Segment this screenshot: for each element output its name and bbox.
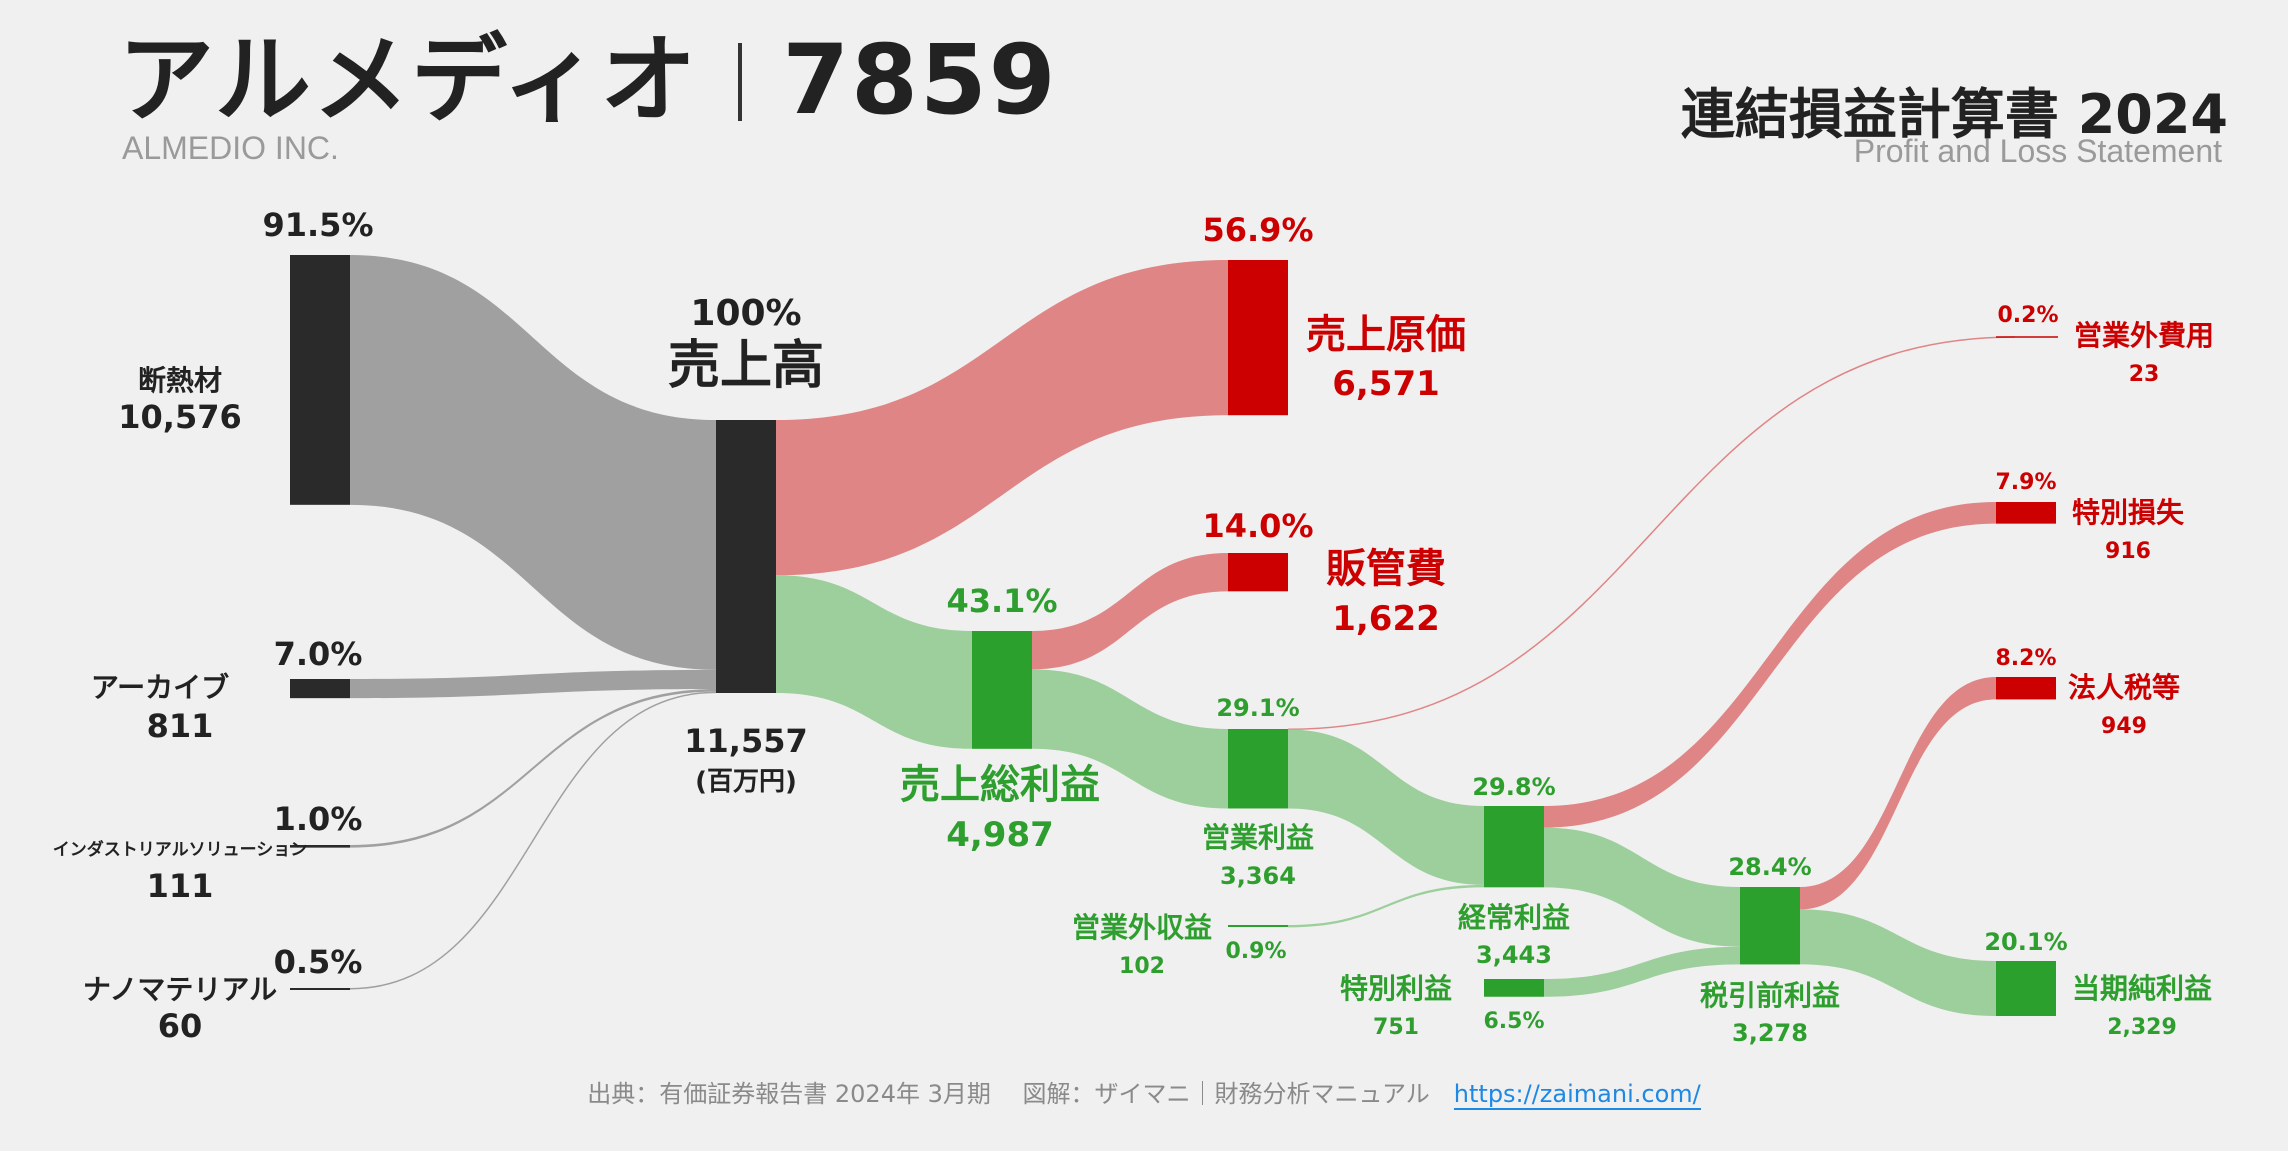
extraordinary-loss-value: 916 bbox=[2105, 539, 2151, 564]
segment-flow-3 bbox=[350, 688, 716, 848]
company-name: アルメディオ bbox=[118, 24, 699, 136]
source-note: 出典：有価証券報告書 2024年 3月期 図解：ザイマニ｜財務分析マニュアル bbox=[587, 1080, 1430, 1108]
extraordinary-income-node bbox=[1484, 979, 1544, 997]
non-operating-expense-label: 営業外費用 bbox=[2074, 319, 2214, 352]
pretax-profit-value: 3,278 bbox=[1732, 1019, 1808, 1047]
net-profit-flow bbox=[1800, 909, 1996, 1017]
revenue-label: 売上高 bbox=[668, 336, 824, 396]
revenue-node bbox=[716, 420, 776, 693]
segment-pct-2: 7.0% bbox=[274, 635, 363, 673]
company-name-en: ALMEDIO INC. bbox=[122, 130, 339, 166]
operating-profit-flow bbox=[1032, 669, 1228, 809]
extraordinary-income-pct: 6.5% bbox=[1483, 1009, 1544, 1034]
segment-pct-4: 0.5% bbox=[274, 943, 363, 981]
segment-node-2 bbox=[290, 679, 350, 699]
non-operating-expense-value: 23 bbox=[2129, 362, 2160, 387]
title-separator bbox=[738, 43, 743, 121]
pretax-profit-node bbox=[1740, 887, 1800, 965]
ordinary-profit-node bbox=[1484, 806, 1544, 888]
operating-profit-value: 3,364 bbox=[1220, 862, 1296, 890]
cost-of-sales-node bbox=[1228, 260, 1288, 416]
segment-value-4: 60 bbox=[158, 1007, 203, 1045]
net-profit-label: 当期純利益 bbox=[2072, 972, 2212, 1005]
sga-node bbox=[1228, 553, 1288, 592]
statement-subtitle: Profit and Loss Statement bbox=[1853, 133, 2222, 169]
extraordinary-loss-label: 特別損失 bbox=[2072, 496, 2185, 529]
gross-profit-value: 4,987 bbox=[946, 815, 1054, 855]
extraordinary-income-label: 特別利益 bbox=[1340, 972, 1452, 1005]
non-operating-income-pct: 0.9% bbox=[1225, 939, 1286, 964]
segment-node-1 bbox=[290, 255, 350, 505]
ordinary-to-pretax-flow bbox=[1544, 827, 1740, 947]
operating-profit-pct: 29.1% bbox=[1216, 694, 1299, 722]
segment-label-1: 断熱材 bbox=[138, 364, 222, 397]
segment-label-3: インダストリアルソリューション bbox=[53, 839, 308, 860]
net-profit-node bbox=[1996, 961, 2056, 1017]
sga-pct: 14.0% bbox=[1202, 507, 1313, 545]
revenue-unit: (百万円) bbox=[695, 767, 797, 797]
non-operating-income-value: 102 bbox=[1119, 954, 1165, 979]
non-operating-expense-flow bbox=[1287, 336, 2016, 731]
statement-title: 連結損益計算書 2024 bbox=[1680, 83, 2228, 146]
non-operating-income-flow bbox=[1288, 884, 1484, 928]
gross-profit-node bbox=[972, 631, 1032, 749]
footer: 出典：有価証券報告書 2024年 3月期 図解：ザイマニ｜財務分析マニュアル ht… bbox=[0, 1074, 2288, 1110]
segment-flow-2 bbox=[350, 669, 716, 699]
revenue-pct: 100% bbox=[690, 293, 801, 334]
segment-flow-1 bbox=[350, 255, 716, 670]
segment-value-3: 111 bbox=[147, 867, 214, 905]
segment-pct-1: 91.5% bbox=[262, 206, 373, 244]
income-tax-pct: 8.2% bbox=[1995, 646, 2056, 671]
extraordinary-income-value: 751 bbox=[1373, 1015, 1419, 1040]
sga-label: 販管費 bbox=[1326, 546, 1446, 592]
stock-code: 7859 bbox=[782, 24, 1058, 136]
extraordinary-loss-node bbox=[1996, 502, 2056, 524]
gross-profit-label: 売上総利益 bbox=[900, 762, 1100, 808]
net-profit-value: 2,329 bbox=[2107, 1015, 2177, 1040]
cost-of-sales-label: 売上原価 bbox=[1306, 312, 1466, 358]
income-tax-node bbox=[1996, 677, 2056, 700]
income-tax-value: 949 bbox=[2101, 714, 2147, 739]
non-operating-expense-pct: 0.2% bbox=[1997, 303, 2058, 328]
gross-profit-flow bbox=[776, 575, 972, 749]
ordinary-profit-value: 3,443 bbox=[1476, 941, 1552, 969]
cost-of-sales-flow bbox=[776, 260, 1228, 576]
revenue-value: 11,557 bbox=[684, 722, 807, 760]
extraordinary-income-flow bbox=[1544, 946, 1740, 997]
sga-value: 1,622 bbox=[1332, 599, 1440, 639]
operating-profit-node bbox=[1228, 729, 1288, 809]
cost-of-sales-pct: 56.9% bbox=[1202, 211, 1313, 249]
segment-label-2: アーカイブ bbox=[91, 671, 229, 704]
pretax-profit-pct: 28.4% bbox=[1728, 853, 1811, 881]
sga-flow bbox=[1032, 553, 1228, 670]
pretax-profit-label: 税引前利益 bbox=[1700, 979, 1840, 1012]
segment-node-4 bbox=[290, 988, 350, 990]
segment-label-4: ナノマテリアル bbox=[83, 973, 277, 1006]
non-operating-income-label: 営業外収益 bbox=[1072, 911, 1212, 944]
segment-value-2: 811 bbox=[147, 707, 214, 745]
segment-value-1: 10,576 bbox=[118, 398, 241, 436]
segment-pct-3: 1.0% bbox=[274, 800, 363, 838]
gross-profit-pct: 43.1% bbox=[946, 582, 1057, 620]
extraordinary-loss-flow bbox=[1544, 502, 1996, 828]
extraordinary-loss-pct: 7.9% bbox=[1995, 470, 2056, 495]
site-link[interactable]: https://zaimani.com/ bbox=[1453, 1080, 1701, 1110]
operating-profit-label: 営業利益 bbox=[1202, 821, 1314, 854]
operating-to-ordinary-flow bbox=[1288, 729, 1484, 885]
income-tax-label: 法人税等 bbox=[2068, 671, 2180, 704]
income-tax-flow bbox=[1800, 677, 1996, 910]
page-title: アルメディオ 7859 bbox=[118, 27, 1058, 134]
segment-flow-4 bbox=[349, 691, 717, 990]
segment-node-3 bbox=[290, 845, 350, 848]
net-profit-pct: 20.1% bbox=[1984, 928, 2067, 956]
ordinary-profit-pct: 29.8% bbox=[1472, 773, 1555, 801]
ordinary-profit-label: 経常利益 bbox=[1458, 901, 1570, 934]
cost-of-sales-value: 6,571 bbox=[1332, 364, 1440, 404]
